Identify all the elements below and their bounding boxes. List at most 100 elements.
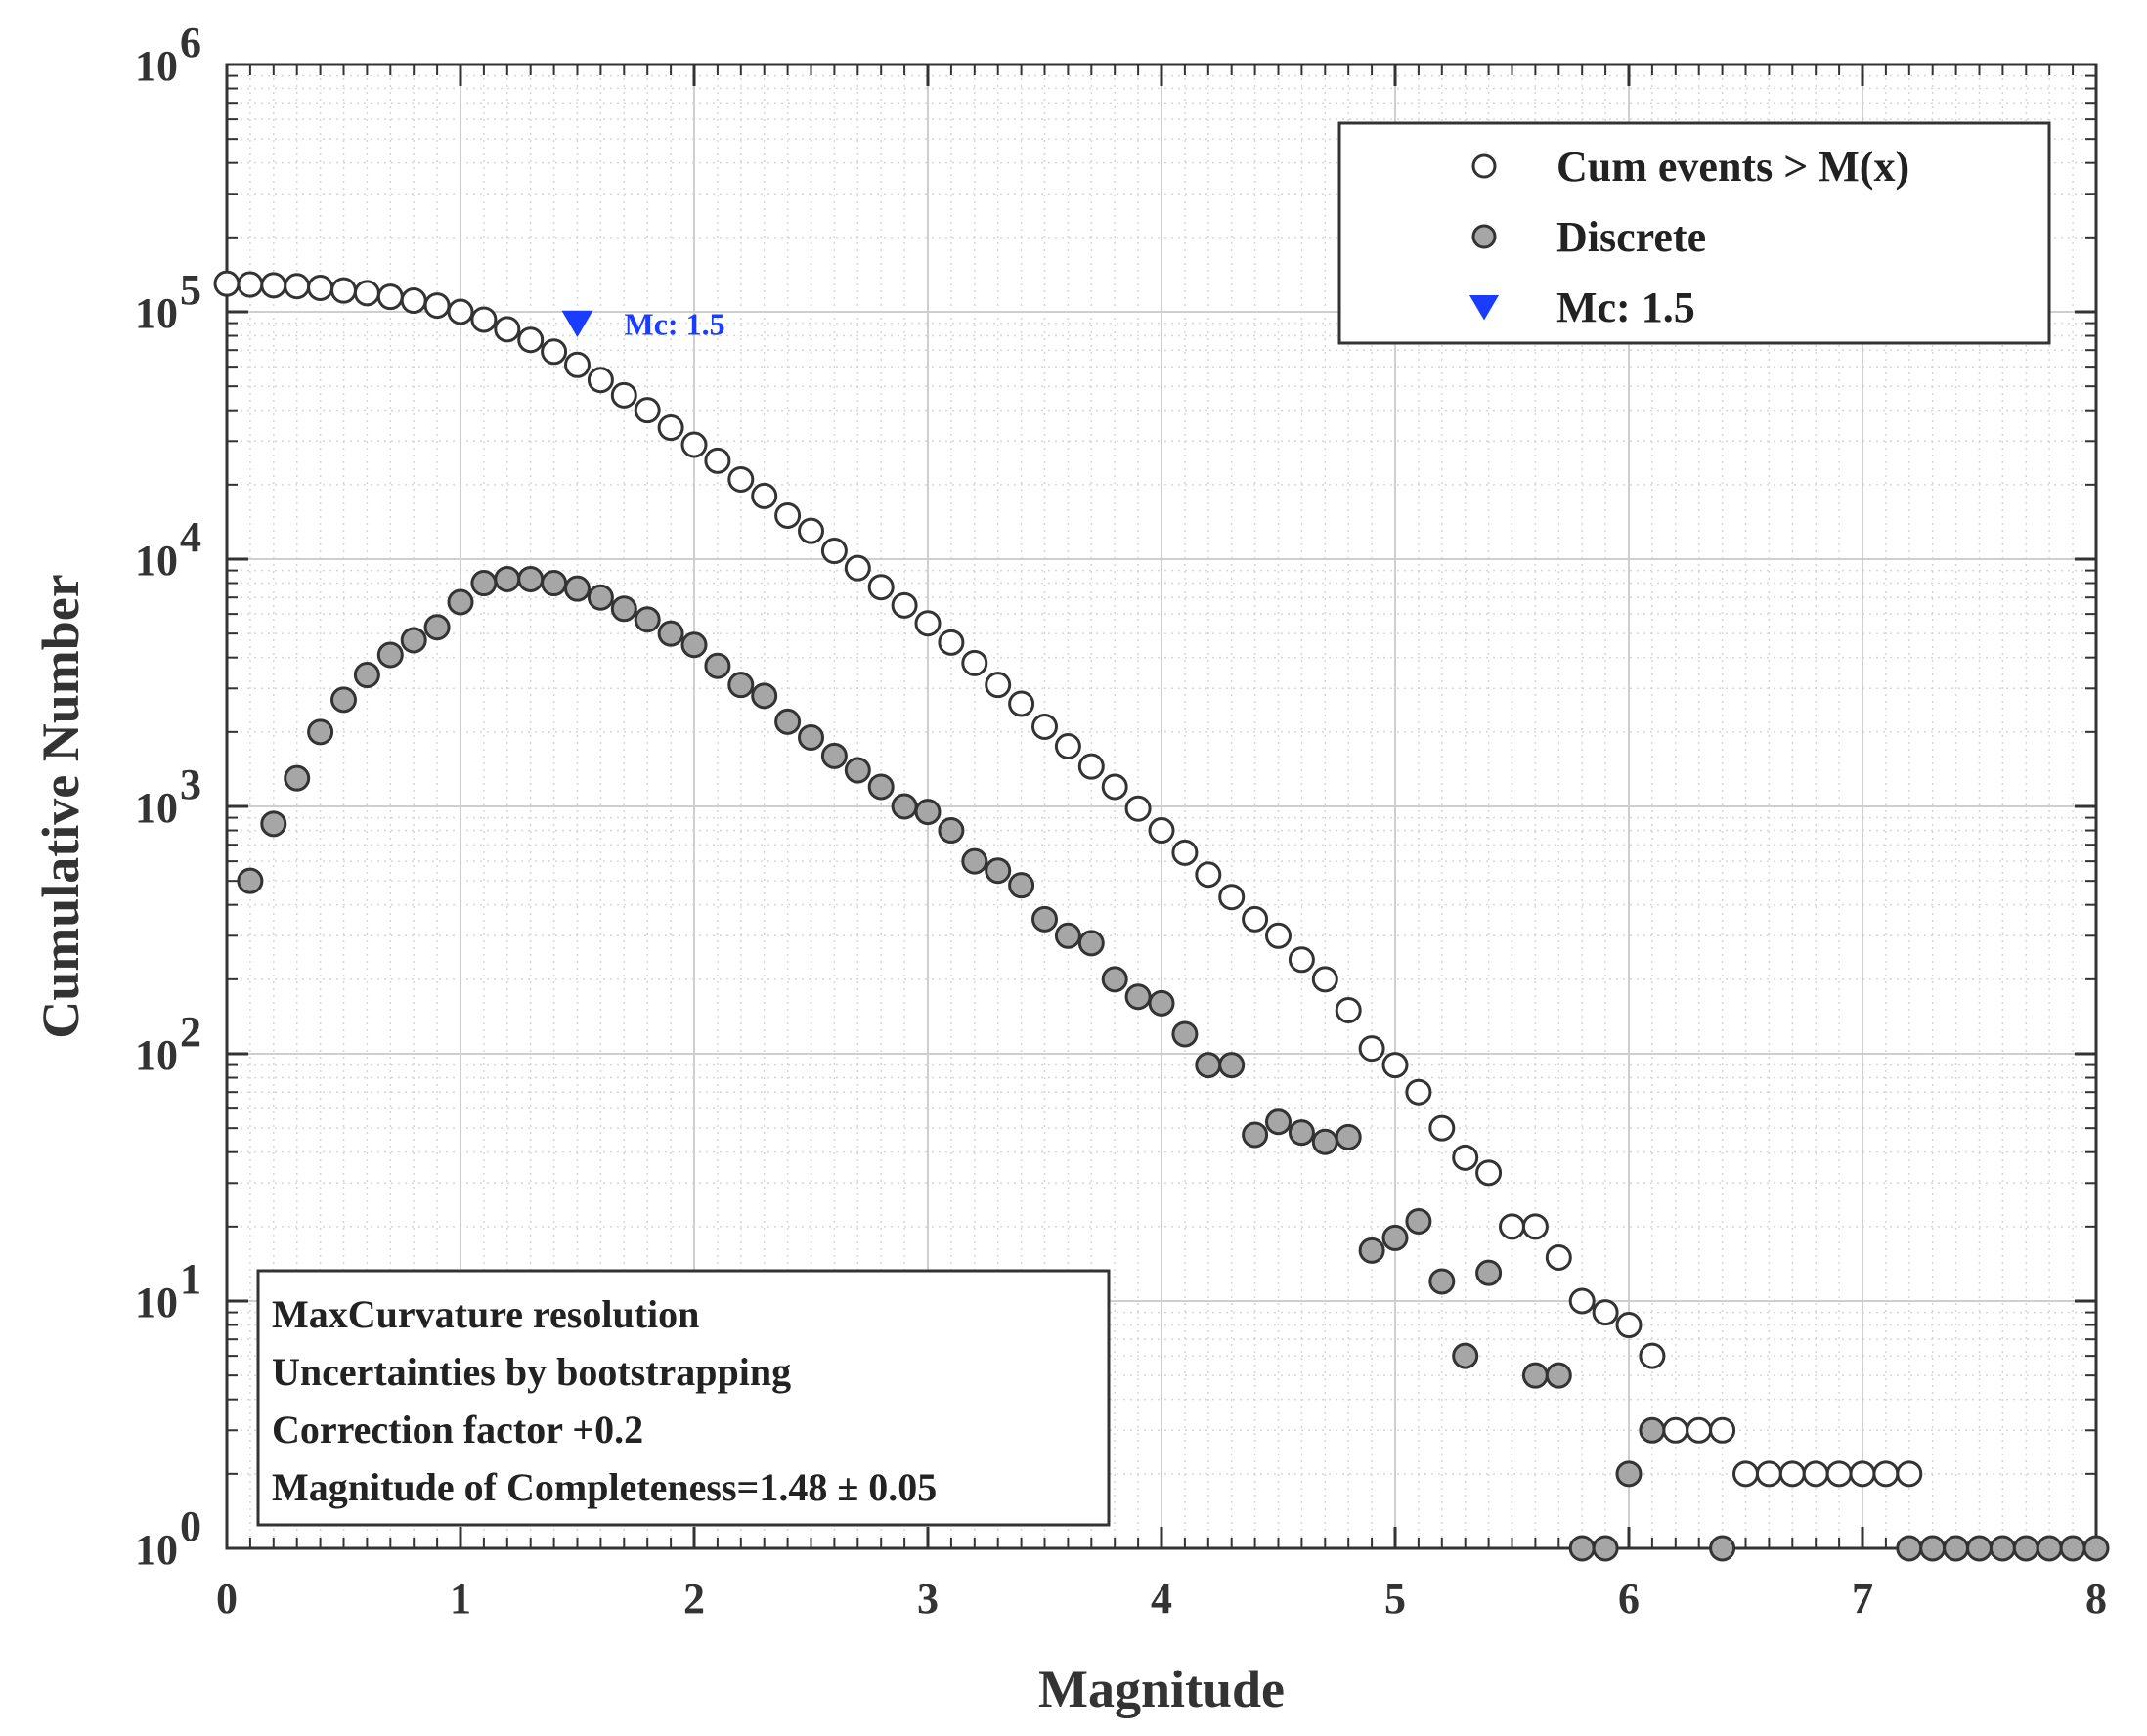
discrete-point bbox=[1405, 1207, 1432, 1235]
cum-events-point bbox=[517, 326, 545, 354]
discrete-point bbox=[938, 817, 965, 845]
cum-events-point bbox=[237, 271, 264, 298]
cum-events-point bbox=[1732, 1460, 1759, 1488]
cum-events-point bbox=[1825, 1460, 1853, 1488]
cum-events-point bbox=[1311, 966, 1338, 993]
cum-events-point bbox=[914, 610, 942, 637]
cum-events-point bbox=[798, 517, 824, 544]
discrete-point bbox=[680, 631, 708, 659]
discrete-point bbox=[1381, 1224, 1409, 1251]
y-tick-label-exponent: 5 bbox=[180, 266, 201, 314]
cum-events-point bbox=[1475, 1159, 1503, 1187]
y-tick-label-exponent: 0 bbox=[180, 1502, 201, 1550]
discrete-point bbox=[1335, 1123, 1362, 1150]
legend-marker-discrete bbox=[1471, 224, 1497, 249]
discrete-point bbox=[1311, 1128, 1338, 1155]
cum-events-point bbox=[353, 280, 380, 307]
discrete-point bbox=[1124, 983, 1152, 1011]
discrete-point bbox=[1358, 1237, 1385, 1264]
legend-marker-cum-events bbox=[1471, 153, 1497, 179]
discrete-point bbox=[2012, 1535, 2039, 1562]
x-axis-title: Magnitude bbox=[1038, 1660, 1285, 1718]
cum-events-point bbox=[1709, 1416, 1736, 1444]
cum-events-point bbox=[1499, 1213, 1525, 1240]
discrete-point bbox=[260, 810, 287, 838]
cum-events-point bbox=[1802, 1460, 1829, 1488]
y-tick-label-base: 10 bbox=[135, 1526, 178, 1574]
cum-events-point bbox=[470, 306, 498, 333]
discrete-point bbox=[610, 595, 637, 623]
y-tick-label-base: 10 bbox=[135, 784, 178, 832]
cum-events-point bbox=[1288, 946, 1315, 974]
series-discrete bbox=[237, 565, 2110, 1562]
discrete-point bbox=[353, 662, 380, 689]
cum-events-point bbox=[423, 292, 451, 320]
cum-events-point bbox=[284, 273, 311, 300]
discrete-point bbox=[1943, 1535, 1970, 1562]
cum-events-point bbox=[1381, 1052, 1409, 1079]
cum-events-point bbox=[260, 272, 287, 299]
info-line-uncertainties: Uncertainties by bootstrapping bbox=[272, 1350, 791, 1394]
cum-events-point bbox=[400, 287, 427, 315]
discrete-point bbox=[1592, 1535, 1619, 1562]
cum-events-point bbox=[938, 629, 965, 656]
y-tick-label-exponent: 1 bbox=[180, 1255, 201, 1303]
mc-annotation: Mc: 1.5 bbox=[561, 307, 725, 342]
series-cumulative-events bbox=[213, 270, 1923, 1488]
x-tick-label: 1 bbox=[450, 1575, 471, 1623]
mc-label: Mc: 1.5 bbox=[625, 307, 725, 342]
info-box-frame bbox=[256, 1269, 1111, 1527]
discrete-point bbox=[1896, 1535, 1923, 1562]
discrete-point bbox=[587, 584, 614, 611]
discrete-point bbox=[1101, 966, 1128, 993]
x-tick-label: 2 bbox=[683, 1575, 705, 1623]
discrete-point bbox=[891, 793, 918, 820]
y-tick-label-base: 10 bbox=[135, 1279, 178, 1326]
mc-marker bbox=[561, 310, 593, 337]
discrete-point bbox=[2059, 1535, 2086, 1562]
discrete-point bbox=[2082, 1535, 2110, 1562]
x-tick-label: 4 bbox=[1151, 1575, 1172, 1623]
discrete-point bbox=[517, 565, 545, 592]
cum-events-point bbox=[680, 431, 708, 458]
cum-events-point bbox=[1195, 861, 1222, 889]
discrete-point bbox=[1242, 1121, 1269, 1149]
discrete-point bbox=[494, 565, 521, 592]
cum-events-point bbox=[213, 270, 241, 297]
discrete-point bbox=[237, 867, 264, 894]
cum-events-point bbox=[1358, 1035, 1385, 1063]
cum-events-point bbox=[1568, 1287, 1596, 1315]
x-tick-label: 0 bbox=[216, 1575, 238, 1623]
legend: Cum events > M(x) Discrete Mc: 1.5 bbox=[1337, 121, 2051, 345]
cum-events-point bbox=[985, 672, 1012, 699]
y-tick-label-base: 10 bbox=[135, 1031, 178, 1079]
discrete-point bbox=[1709, 1535, 1736, 1562]
cum-events-point bbox=[1242, 905, 1269, 933]
x-tick-label: 8 bbox=[2085, 1575, 2107, 1623]
discrete-point bbox=[1989, 1535, 2016, 1562]
cum-events-point bbox=[494, 316, 521, 343]
cum-events-point bbox=[820, 538, 848, 565]
cum-events-point bbox=[541, 338, 568, 366]
cum-events-point bbox=[1896, 1460, 1923, 1488]
y-tick-label-exponent: 2 bbox=[180, 1008, 201, 1056]
cum-events-point bbox=[1101, 773, 1128, 801]
cum-events-point bbox=[1124, 795, 1152, 822]
discrete-point bbox=[2036, 1535, 2063, 1562]
cum-events-point bbox=[1662, 1416, 1689, 1444]
cum-events-point bbox=[657, 414, 684, 442]
discrete-point bbox=[1452, 1342, 1479, 1369]
info-line-correction: Correction factor +0.2 bbox=[272, 1408, 643, 1452]
discrete-point bbox=[1171, 1020, 1199, 1048]
cum-events-point bbox=[1218, 884, 1246, 911]
cum-events-point bbox=[1171, 839, 1199, 866]
discrete-point bbox=[657, 620, 684, 647]
discrete-point bbox=[1966, 1535, 1993, 1562]
cum-events-point bbox=[704, 447, 731, 474]
discrete-point bbox=[634, 606, 661, 633]
discrete-point bbox=[376, 641, 404, 669]
cum-events-point bbox=[610, 381, 637, 409]
y-axis-title: Cumulative Number bbox=[31, 574, 90, 1038]
cum-events-point bbox=[330, 277, 357, 304]
